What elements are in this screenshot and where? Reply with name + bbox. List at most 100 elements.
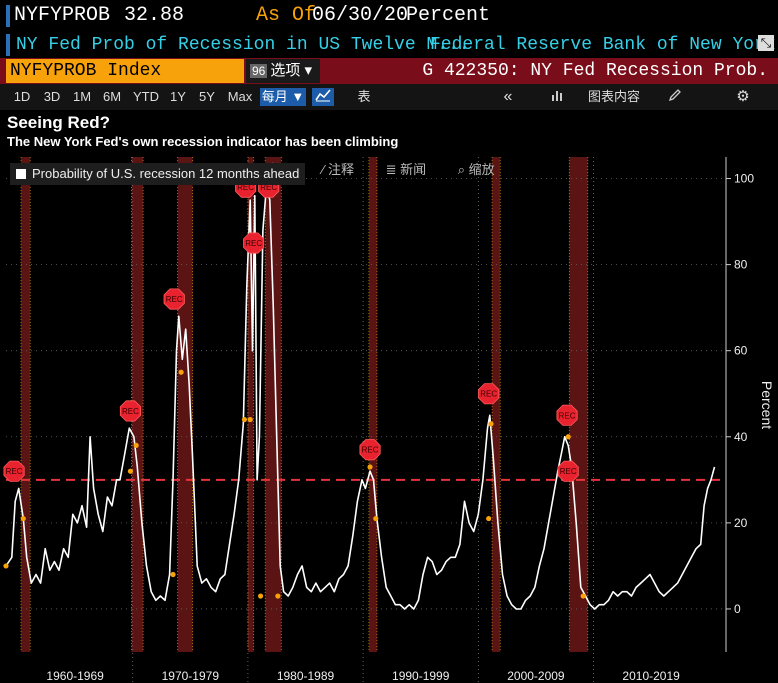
event-marker [257, 593, 264, 599]
rec-marker-shape [478, 383, 500, 405]
data-source: Federal Reserve Bank of New York [430, 35, 776, 55]
event-marker [373, 515, 379, 522]
news-tool-label: 新闻 [400, 162, 427, 177]
y-tick-label: 100 [734, 172, 754, 186]
chart-type-icon[interactable] [548, 88, 566, 106]
resize-icon[interactable]: ⤡ [758, 35, 774, 51]
rec-marker-shape [556, 404, 578, 426]
rec-marker: REC [478, 383, 500, 405]
edit-icon[interactable] [666, 88, 684, 106]
rec-marker-label: REC [560, 467, 577, 476]
x-decade-label: 2010-2019 [622, 669, 680, 683]
range-3d-button[interactable]: 3D [43, 89, 61, 104]
chart-toolbar: 1D 3D 1M 6M YTD 1Y 5Y Max 每月 ▼ 表 « 图表内容 … [0, 84, 778, 110]
event-marker [367, 464, 373, 470]
collapse-button[interactable]: « [503, 88, 513, 105]
range-1y-button[interactable]: 1Y [170, 89, 186, 104]
options-dropdown[interactable]: 96 选项 ▾ [246, 59, 320, 83]
event-marker [170, 571, 176, 578]
rec-marker-label: REC [245, 239, 262, 248]
rec-marker: REC [119, 400, 142, 422]
chart-title: Seeing Red? [7, 113, 110, 132]
rec-marker-label: REC [559, 411, 576, 420]
annotate-tool-label: 注释 [327, 162, 354, 177]
recession-band [569, 157, 588, 652]
zoom-tool-label: 缩放 [468, 162, 495, 177]
line-chart-icon[interactable] [312, 88, 334, 106]
rec-marker: REC [163, 288, 185, 310]
event-marker [133, 442, 139, 448]
header-accent-bar [6, 5, 10, 27]
rec-marker-label: REC [166, 295, 183, 304]
y-tick-label: 80 [734, 258, 748, 272]
event-marker [488, 421, 494, 427]
rec-marker-label: REC [237, 183, 254, 192]
chart-legend[interactable]: Probability of U.S. recession 12 months … [10, 163, 306, 185]
event-marker [565, 434, 571, 440]
table-button[interactable]: 表 [357, 89, 371, 104]
rec-marker-label: REC [122, 407, 139, 416]
x-decade-label: 1960-1969 [46, 669, 104, 683]
gear-icon[interactable]: ⚙ [736, 88, 750, 105]
rec-marker: REC [359, 439, 381, 461]
description-header: NY Fed Prob of Recession in US Twelve M.… [0, 32, 778, 58]
quote-header: NYFYPROB 32.88 As Of 06/30/20 Percent [0, 0, 778, 32]
description-accent-bar [6, 34, 10, 56]
x-decade-label: 1990-1999 [392, 669, 450, 683]
security-input[interactable]: NYFYPROB Index [6, 59, 244, 83]
as-of-label: As Of [256, 4, 317, 27]
rec-marker-label: REC [480, 390, 497, 399]
event-marker [3, 563, 9, 569]
recession-band [177, 157, 193, 652]
command-bar: NYFYPROB Index 96 选项 ▾ G 422350: NY Fed R… [0, 58, 778, 84]
chart-subtitle: The New York Fed's own recession indicat… [7, 134, 399, 149]
chart-content-button[interactable]: 图表内容 [587, 89, 640, 104]
rec-marker: REC [243, 232, 265, 254]
x-decade-label: 1980-1989 [277, 669, 335, 683]
news-tool[interactable]: ≣ 新闻 [385, 162, 427, 177]
range-6m-button[interactable]: 6M [102, 89, 122, 104]
frequency-dropdown[interactable]: 每月 ▼ [260, 88, 306, 106]
recession-band [247, 157, 254, 652]
rec-marker: REC [557, 460, 579, 482]
options-code: 96 [250, 64, 268, 78]
x-decade-label: 2000-2009 [507, 669, 565, 683]
event-marker [127, 468, 134, 474]
legend-swatch [16, 169, 26, 179]
range-ytd-button[interactable]: YTD [133, 89, 159, 104]
range-max-button[interactable]: Max [227, 89, 253, 104]
event-marker [275, 593, 281, 599]
event-marker [241, 416, 248, 423]
ticker-symbol: NYFYPROB [14, 4, 111, 27]
last-value: 32.88 [124, 4, 185, 27]
event-marker [178, 369, 184, 375]
annotate-tool[interactable]: ⁄ 注释 [322, 162, 354, 177]
event-marker [486, 515, 492, 522]
rec-marker-shape [557, 460, 579, 482]
series-description: NY Fed Prob of Recession in US Twelve M.… [16, 35, 470, 55]
rec-marker-label: REC [362, 446, 379, 455]
rec-marker: REC [556, 404, 578, 426]
y-tick-label: 60 [734, 344, 748, 358]
recession-band [265, 157, 282, 652]
rec-marker-shape [243, 232, 265, 254]
legend-label: Probability of U.S. recession 12 months … [32, 166, 300, 181]
rec-marker: REC [3, 460, 25, 482]
event-marker [20, 515, 26, 522]
rec-marker-shape [119, 400, 142, 422]
range-1d-button[interactable]: 1D [13, 89, 31, 104]
series-line [5, 186, 716, 610]
event-marker [247, 416, 253, 423]
unit-label: Percent [406, 4, 491, 27]
zoom-tool[interactable]: ⌕ 缩放 [457, 162, 495, 177]
recession-band [492, 157, 501, 652]
rec-marker-label: REC [260, 183, 277, 192]
rec-marker-shape [163, 288, 185, 310]
y-tick-label: 0 [734, 602, 741, 616]
recession-band [20, 157, 31, 652]
range-1m-button[interactable]: 1M [72, 89, 92, 104]
graph-title: G 422350: NY Fed Recession Prob. [422, 61, 768, 81]
range-5y-button[interactable]: 5Y [199, 89, 215, 104]
recession-band [368, 157, 377, 652]
